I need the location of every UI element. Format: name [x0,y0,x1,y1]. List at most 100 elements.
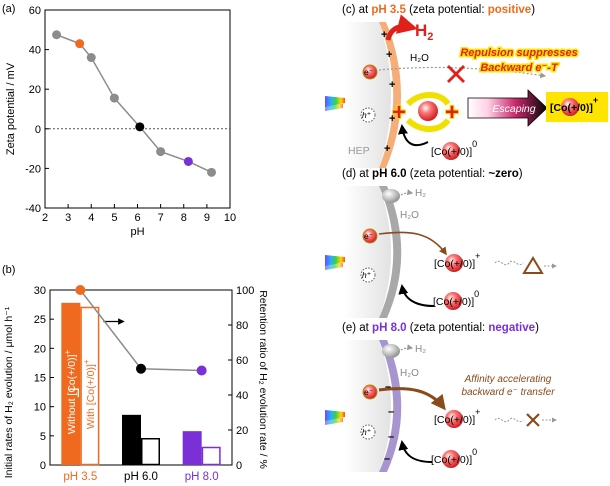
repulsion-field-icon [405,92,451,107]
complex-plus-large: + [445,99,459,126]
panel-c-title: (c) at pH 3.5 (zeta potential: positive) [342,4,535,16]
neutral-complex-label: [Co(+/0)]0 [431,139,477,158]
chart-b-right-tick-label: 80 [236,320,248,332]
electron-label: e⁻ [364,67,373,77]
electron-label: e⁻ [364,231,373,241]
diffusion-wave [494,260,524,266]
chart-b-right-tick-label: 60 [236,355,248,367]
chart-b-right-tick-label: 100 [236,285,254,297]
h2-label: H2 [415,21,433,43]
chart-a-frame [44,9,231,209]
hole-label: h⁺ [362,270,371,280]
chart-a-y-tick-label: 20 [29,84,41,96]
reduction-arrow [398,440,433,463]
semiconductor-surface [344,340,391,472]
chart-b-bar-with [201,446,221,466]
chart-a-point [75,39,85,49]
chart-b-legend-label: With [Co(+/0)]+ [82,359,97,429]
chart-b-bar-with [80,306,100,466]
surface-charge-plus: + [389,79,395,91]
cobalt-complex-icon [442,142,460,160]
reduction-arrow [398,284,435,307]
hole-icon [360,424,376,440]
panel-d: (d) at pH 6.0 (zeta potential: ~zero) H₂… [325,168,557,318]
chart-a-y-tick-label: -40 [25,203,41,215]
chart-b-left-tick-label: 5 [40,431,46,443]
cationic-complex-label: [Co(+/0)]+ [434,407,480,426]
h2-evolution-arrow [385,14,418,41]
affinity-line1: Affinity accelerating [464,374,552,385]
chart-a-point [52,30,62,40]
h2-evolution-chart: 0 5 10 15 20 25 30 0 20 40 60 80 100 pH 3.5 pH 6.0 pH 8… [3,285,269,483]
chart-a-point [135,122,145,132]
repulsion-field-icon [405,117,451,132]
affinity-line2: backward e⁻ transfer [461,387,555,398]
chart-b-category-label: pH 6.0 [124,471,158,483]
cobalt-complex-icon [561,98,579,116]
cobalt-complex-icon [444,292,462,310]
chart-b-bar-without [182,431,202,465]
chart-b-left-tick-label: 25 [34,314,46,326]
semiconductor-surface [344,22,391,168]
electron-icon [362,384,378,400]
chart-b-left-axis-label: Initial rates of H₂ evolution / μmol h⁻¹ [3,306,15,478]
chart-b-left-tick-label: 10 [34,402,46,414]
chart-a-point [86,53,96,63]
surface-charge-plus: + [384,143,390,155]
light-icon [325,255,345,270]
diffusion-wave [494,417,524,423]
chart-a-y-tick-label: 40 [29,45,41,57]
cationic-complex-label: [Co(+/0)]+ [434,251,480,270]
chart-b-right-axis-label: Retention ratio of H₂ evolution rate / % [257,290,269,469]
chart-b-retention-point [196,365,207,376]
chart-a-point [183,156,193,166]
negative-surface-layer [379,340,402,472]
hole-icon [360,267,376,283]
neutral-complex-label: [Co(+/0)]0 [433,289,479,308]
chart-b-bar-with [141,438,160,466]
surface-charge-plus: + [386,49,392,61]
electron-icon [362,64,378,80]
chart-b-retention-point [75,285,86,295]
hole-icon [360,107,376,123]
repulsion-line1: Repulsion suppresses [460,47,577,59]
surface-charge-minus: – [388,431,394,443]
panel-d-title: (d) at pH 6.0 (zeta potential: ~zero) [342,168,523,180]
chart-b-retention-point [136,363,146,374]
h2o-label: H₂O [410,53,429,64]
chart-a-x-axis-label: pH [130,226,144,238]
suppressed-backward-transfer-arrow [378,66,547,79]
backward-transfer-arrow [378,231,447,256]
chart-b-category-label: pH 8.0 [185,471,219,483]
electron-icon [362,228,378,244]
chart-b-legend-label: Without [Co(+/0)]+ [63,349,78,434]
electron-label: e⁻ [364,387,373,397]
panel-e: (e) at pH 8.0 (zeta potential: negative)… [325,322,557,472]
chart-a-x-tick-label: 9 [204,212,210,224]
chart-a-x-tick-label: 5 [111,212,117,224]
chart-a-series-line [56,34,212,174]
block-cross-icon [447,65,465,83]
surface-charge-plus: + [381,29,387,41]
positive-surface-layer [379,22,401,168]
escaping-arrow [467,89,548,127]
chart-a-point [207,167,216,177]
surface-charge-minus: – [384,453,390,465]
hole-label: h⁺ [362,110,371,120]
neutral-complex-label: [Co(+/0)]0 [431,447,477,466]
cobalt-complex-icon [445,254,463,272]
chart-b-category-label: pH 3.5 [63,471,97,483]
repulsion-line2: Backward e⁻-T [480,62,559,74]
cobalt-complex-icon [418,101,438,121]
chart-a-y-axis-label: Zeta potential / mV [5,62,17,155]
cobalt-complex-icon [445,410,463,428]
chart-b-right-tick-label: 20 [236,425,248,437]
h2o-label: H₂O [400,368,419,379]
h2-bubble-icon [382,189,400,203]
semiconductor-surface [344,186,391,318]
chart-a-y-tick-label: 0 [35,124,41,136]
chart-a-x-tick-label: 6 [134,212,140,224]
hep-label: HEP [348,145,370,157]
light-icon [325,96,345,111]
